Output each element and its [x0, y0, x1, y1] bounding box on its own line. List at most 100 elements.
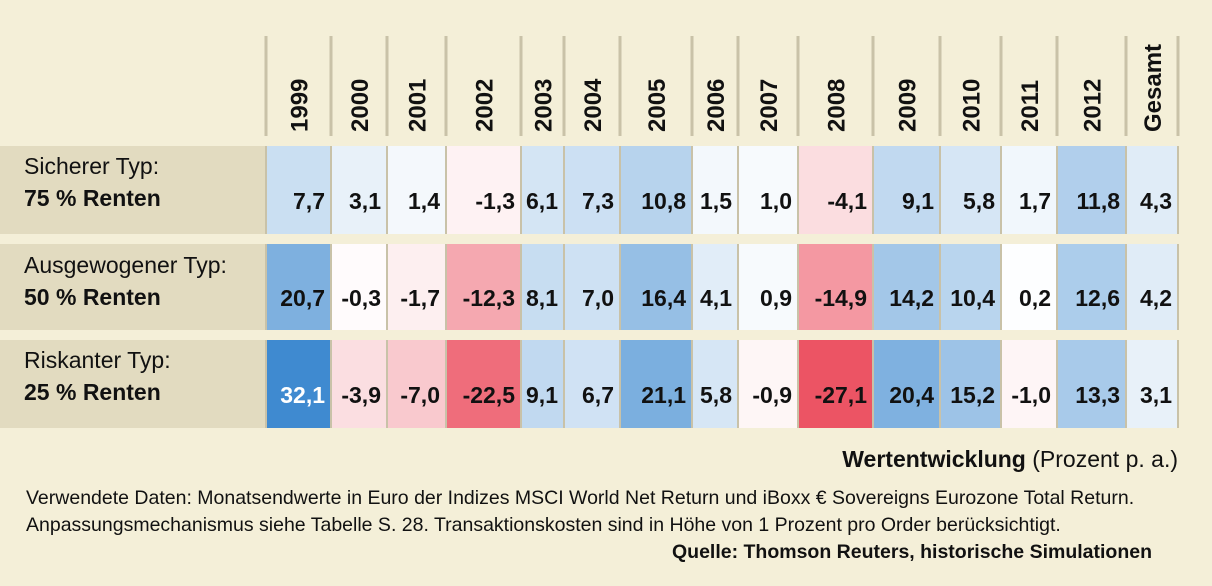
data-label: -1,3 [475, 188, 515, 214]
heat-cell [387, 340, 446, 428]
heat-cell [1126, 340, 1178, 428]
heat-cell [1126, 146, 1178, 234]
heat-cell [446, 146, 521, 234]
row-name: Ausgewogener Typ: [24, 252, 227, 278]
data-label: 14,2 [889, 285, 934, 311]
column-header: 1999 [287, 79, 314, 132]
data-label: -22,5 [463, 382, 516, 408]
row-label-ausgewogener: Ausgewogener Typ: 50 % Renten [24, 249, 227, 313]
data-label: 10,8 [641, 188, 686, 214]
row-band-1 [0, 244, 266, 330]
heat-cell [387, 244, 446, 330]
data-label: 1,5 [700, 188, 732, 214]
data-label: 0,9 [760, 285, 792, 311]
column-header: 2000 [347, 79, 374, 132]
heat-cell [1057, 244, 1126, 330]
column-header: 2002 [472, 79, 499, 132]
caption-unit: (Prozent p. a.) [1032, 446, 1178, 472]
heat-cell [1001, 146, 1057, 234]
data-label: 4,3 [1140, 188, 1172, 214]
data-label: 4,1 [700, 285, 732, 311]
data-label: 16,4 [641, 285, 686, 311]
data-label: 5,8 [963, 188, 995, 214]
heat-cell [1001, 340, 1057, 428]
data-label: 32,1 [280, 382, 325, 408]
heat-cell [940, 340, 1001, 428]
data-label: 6,7 [582, 382, 614, 408]
heat-cell [1126, 244, 1178, 330]
heat-cell [692, 340, 738, 428]
heat-cell [1001, 244, 1057, 330]
heat-cell [738, 340, 798, 428]
heat-cell [521, 340, 564, 428]
heat-cell [521, 146, 564, 234]
heat-cell [1057, 146, 1126, 234]
data-label: -14,9 [815, 285, 867, 311]
heat-cell [620, 244, 692, 330]
heat-cell [620, 146, 692, 234]
footnote-text: Verwendete Daten: Monatsendwerte in Euro… [26, 487, 1135, 536]
heat-cell [564, 340, 620, 428]
heat-cell [266, 244, 331, 330]
data-label: 3,1 [1140, 382, 1172, 408]
data-label: -27,1 [815, 382, 868, 408]
data-label: 9,1 [526, 382, 558, 408]
data-label: -0,9 [752, 382, 792, 408]
heat-cell [564, 146, 620, 234]
data-label: 13,3 [1075, 382, 1120, 408]
data-label: 3,1 [349, 188, 381, 214]
heat-cell [798, 146, 873, 234]
heat-cell [331, 244, 387, 330]
data-label: 8,1 [526, 285, 558, 311]
heat-cell [692, 146, 738, 234]
data-label: 7,7 [293, 188, 325, 214]
data-label: -4,1 [827, 188, 867, 214]
column-header: 2011 [1017, 80, 1044, 132]
performance-table: 1999 2000 2001 2002 2003 2004 2005 2006 2007 2008… [0, 36, 1180, 428]
data-label: -12,3 [463, 285, 515, 311]
data-label: 1,4 [408, 188, 440, 214]
column-header: 2007 [756, 79, 783, 132]
data-label: 10,4 [950, 285, 995, 311]
column-header: 2009 [895, 79, 922, 132]
row-name: Riskanter Typ: [24, 347, 171, 373]
data-label: 4,2 [1140, 285, 1172, 311]
row-subname: 50 % Renten [24, 284, 161, 310]
heat-cell [521, 244, 564, 330]
heat-cell [940, 244, 1001, 330]
row-band-0 [0, 146, 266, 234]
heat-cell [387, 146, 446, 234]
data-label: -3,9 [341, 382, 381, 408]
heat-cell [266, 146, 331, 234]
data-label: 7,3 [582, 188, 614, 214]
heat-cell [331, 340, 387, 428]
source-credit: Quelle: Thomson Reuters, historische Sim… [672, 541, 1152, 563]
data-label: 20,4 [889, 382, 934, 408]
heat-cell [266, 340, 331, 428]
data-label: 7,0 [582, 285, 614, 311]
data-label: 20,7 [280, 285, 325, 311]
data-label: -1,7 [400, 285, 440, 311]
column-header: 2005 [644, 79, 671, 132]
heat-cell [331, 146, 387, 234]
heat-cell [940, 146, 1001, 234]
caption-title: Wertentwicklung [842, 446, 1026, 472]
column-header: 2006 [703, 79, 730, 132]
chart-caption: Wertentwicklung (Prozent p. a.) [842, 446, 1178, 473]
data-label: 1,0 [760, 188, 792, 214]
column-header: 2010 [959, 79, 986, 132]
row-label-sicherer: Sicherer Typ: 75 % Renten [24, 150, 161, 214]
column-header: 2001 [405, 79, 432, 132]
data-label: 6,1 [526, 188, 558, 214]
heat-cell [738, 244, 798, 330]
data-label: 21,1 [641, 382, 686, 408]
data-label: 15,2 [950, 382, 995, 408]
data-label: 0,2 [1019, 285, 1051, 311]
row-subname: 25 % Renten [24, 379, 161, 405]
heat-cell [620, 340, 692, 428]
column-header: 2003 [531, 79, 558, 132]
column-header: 2008 [824, 79, 851, 132]
heat-cell [873, 244, 940, 330]
row-subname: 75 % Renten [24, 185, 161, 211]
heat-cell [873, 146, 940, 234]
